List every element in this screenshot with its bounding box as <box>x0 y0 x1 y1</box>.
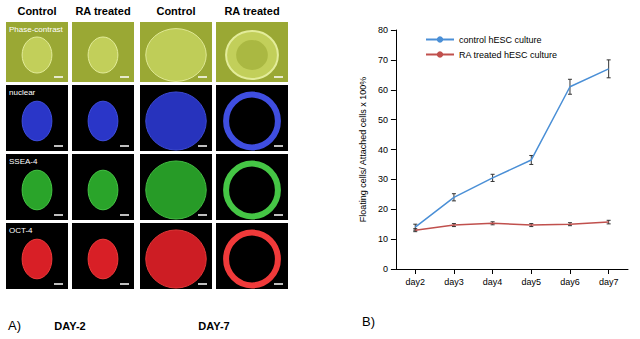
svg-text:10: 10 <box>378 234 388 244</box>
svg-text:Control: Control <box>156 5 195 17</box>
svg-text:OCT-4: OCT-4 <box>9 226 33 235</box>
svg-text:SSEA-4: SSEA-4 <box>9 157 38 166</box>
svg-text:nuclear: nuclear <box>9 88 36 97</box>
svg-text:B): B) <box>362 314 375 329</box>
svg-text:60: 60 <box>378 85 388 95</box>
svg-text:Phase-contrast: Phase-contrast <box>9 25 64 34</box>
svg-text:0: 0 <box>383 264 388 274</box>
svg-text:control hESC culture: control hESC culture <box>459 35 542 45</box>
svg-text:30: 30 <box>378 174 388 184</box>
svg-text:50: 50 <box>378 115 388 125</box>
svg-text:RA treated: RA treated <box>75 5 130 17</box>
svg-text:day3: day3 <box>444 277 464 287</box>
svg-text:Control: Control <box>17 5 56 17</box>
svg-text:20: 20 <box>378 204 388 214</box>
svg-text:day4: day4 <box>483 277 503 287</box>
svg-text:day6: day6 <box>560 277 580 287</box>
svg-text:DAY-2: DAY-2 <box>54 320 85 332</box>
svg-text:day5: day5 <box>522 277 542 287</box>
svg-text:A): A) <box>8 318 21 333</box>
svg-text:70: 70 <box>378 55 388 65</box>
svg-text:RA treated: RA treated <box>224 5 279 17</box>
svg-text:day2: day2 <box>405 277 425 287</box>
svg-text:Floating cells/ Attached cells: Floating cells/ Attached cells x 100% <box>358 77 368 223</box>
svg-text:40: 40 <box>378 145 388 155</box>
svg-text:day7: day7 <box>599 277 619 287</box>
svg-text:DAY-7: DAY-7 <box>198 320 229 332</box>
svg-text:80: 80 <box>378 25 388 35</box>
svg-text:RA treated hESC culture: RA treated hESC culture <box>459 50 557 60</box>
